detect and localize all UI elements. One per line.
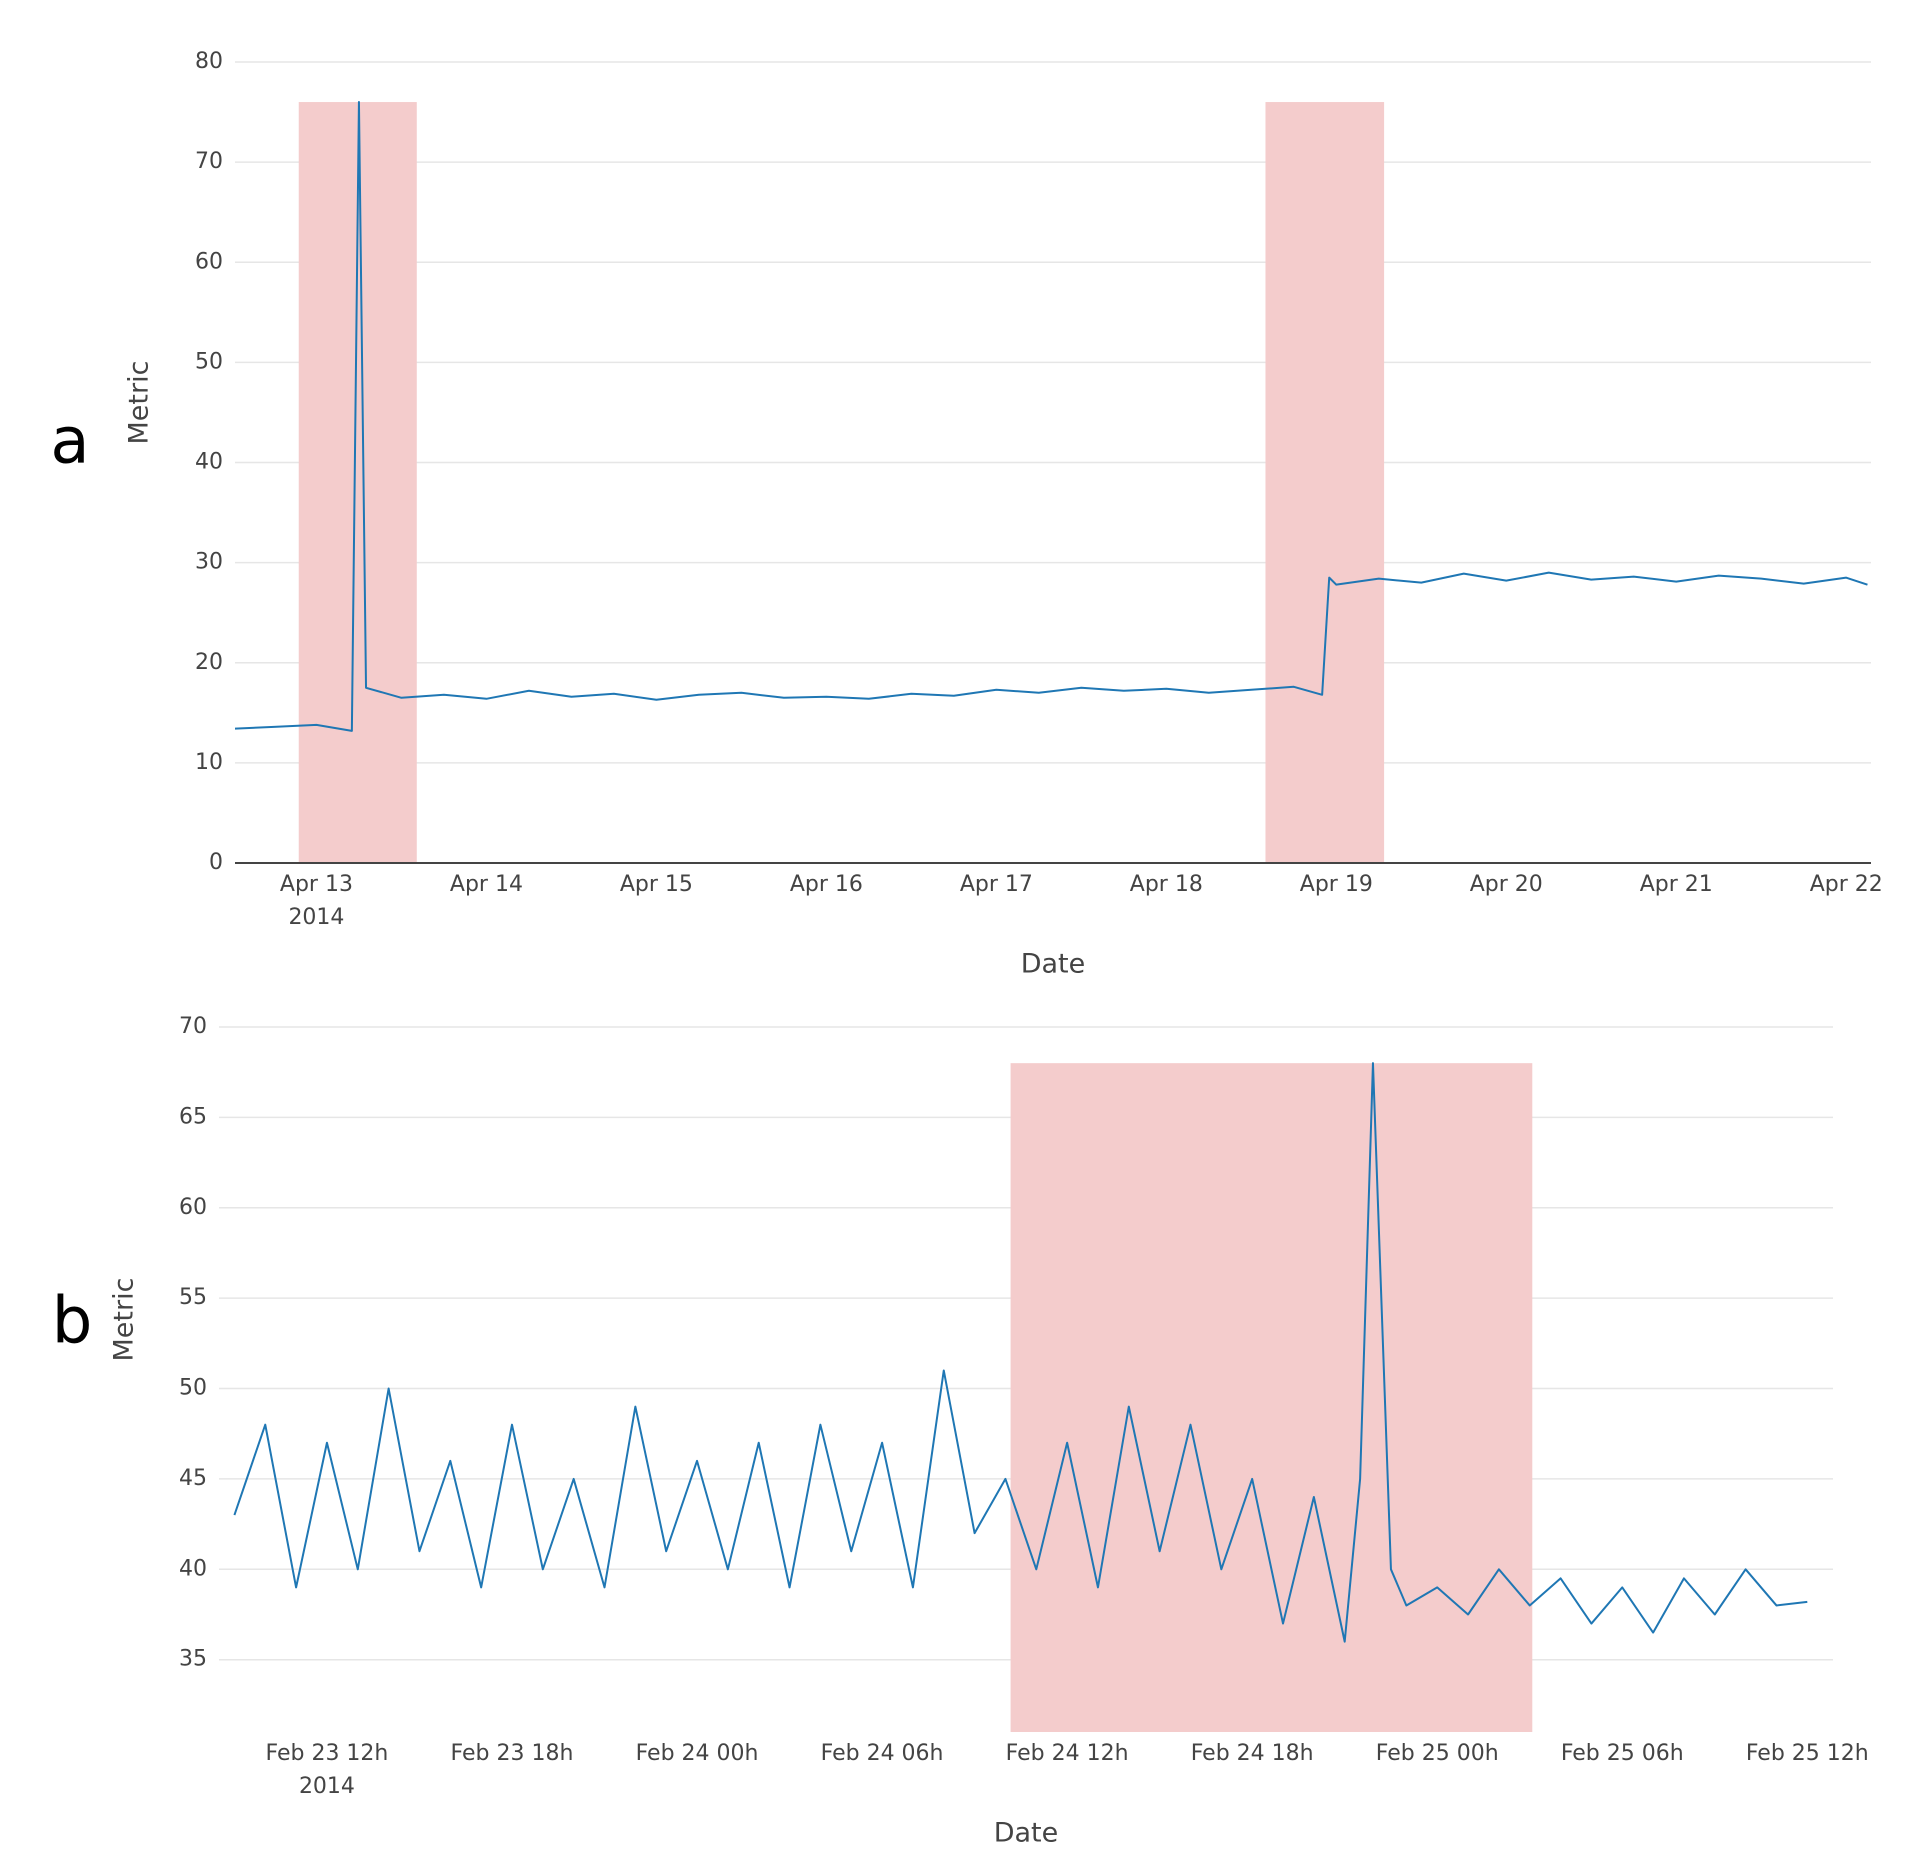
y-tick-label: 35: [179, 1647, 207, 1672]
data-line: [233, 1062, 1808, 1643]
y-axis-title: Metric: [109, 1278, 140, 1362]
x-tick-label: Feb 24 18h: [1191, 1741, 1314, 1766]
y-tick-label: 10: [195, 750, 223, 775]
x-tick-label: Feb 23 18h: [451, 1741, 574, 1766]
y-tick-label: 40: [179, 1556, 207, 1581]
y-tick-label: 45: [179, 1466, 207, 1491]
anomaly-marker: [1498, 538, 1538, 578]
y-tick-label: 20: [195, 650, 223, 675]
anomaly-marker: [1840, 538, 1880, 578]
x-tick-label: Apr 21: [1640, 872, 1713, 897]
anomaly-marker: [1812, 528, 1852, 568]
y-axis-title: Metric: [124, 361, 155, 445]
panel-label: b: [52, 1285, 93, 1359]
x-tick-label: Apr 13: [280, 872, 353, 897]
chart: 35 40 45 50 55 60 65 70 Feb 23 12h Feb 23 18h Feb …: [52, 1014, 1869, 1849]
x-tick-label: Apr 17: [960, 872, 1033, 897]
x-tick-label: Apr 16: [790, 872, 863, 897]
x-tick-year: 2014: [288, 905, 344, 930]
x-tick-label: Apr 15: [620, 872, 693, 897]
x-tick-label: Feb 25 12h: [1746, 1741, 1869, 1766]
x-tick-label: Feb 24 06h: [821, 1741, 944, 1766]
chart: 0 10 20 30 40 50 60 70 80 Apr 13 Apr 14 Apr 15 Apr 1…: [50, 49, 1882, 980]
y-tick-label: 70: [179, 1014, 207, 1039]
anomaly-marker: [1456, 528, 1496, 568]
x-tick-label: Feb 24 00h: [636, 1741, 759, 1766]
y-tick-label: 0: [209, 850, 223, 875]
x-tick-label: Feb 25 06h: [1561, 1741, 1684, 1766]
anomaly-marker: [1532, 518, 1572, 558]
x-tick-label: Apr 18: [1130, 872, 1203, 897]
x-tick-label: Feb 25 00h: [1376, 1741, 1499, 1766]
y-tick-label: 70: [195, 149, 223, 174]
y-tick-label: 50: [195, 349, 223, 374]
y-tick-label: 55: [179, 1285, 207, 1310]
panel-label: a: [50, 405, 89, 479]
y-tick-label: 60: [179, 1195, 207, 1220]
x-tick-label: Feb 24 12h: [1006, 1741, 1129, 1766]
y-tick-label: 50: [179, 1376, 207, 1401]
x-axis-title: Date: [994, 1818, 1059, 1849]
y-tick-label: 30: [195, 550, 223, 575]
x-tick-label: Feb 23 12h: [266, 1741, 389, 1766]
x-tick-label: Apr 19: [1300, 872, 1373, 897]
shaded-region: [1265, 102, 1385, 864]
x-tick-label: Apr 22: [1810, 872, 1883, 897]
y-tick-label: 80: [195, 49, 223, 74]
x-tick-year: 2014: [299, 1774, 355, 1799]
data-line: [235, 101, 1868, 732]
shaded-region: [1010, 1063, 1533, 1732]
x-tick-label: Apr 14: [450, 872, 523, 897]
x-tick-label: Apr 20: [1470, 872, 1543, 897]
x-axis-title: Date: [1021, 949, 1086, 980]
y-tick-label: 40: [195, 450, 223, 475]
y-tick-label: 65: [179, 1104, 207, 1129]
y-tick-label: 60: [195, 249, 223, 274]
